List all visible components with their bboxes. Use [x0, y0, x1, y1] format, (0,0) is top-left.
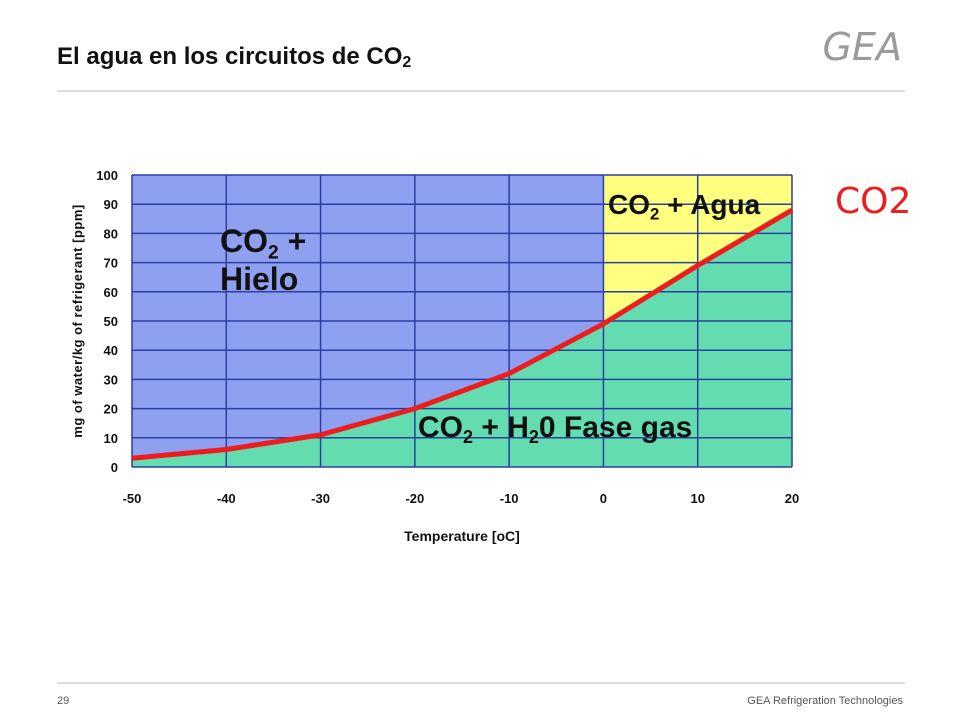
x-axis-label: Temperature [oC]	[404, 528, 520, 544]
y-tick-label: 20	[104, 402, 118, 417]
title-text: El agua en los circuitos de CO	[57, 43, 402, 70]
y-tick-label: 90	[104, 197, 118, 212]
series-label: CO2	[835, 181, 911, 222]
page-number: 29	[57, 695, 69, 707]
footer-company: GEA Refrigeration Technologies	[747, 695, 903, 707]
label-text: Hielo	[220, 261, 298, 297]
x-tick-label: -40	[217, 491, 236, 506]
region-label: CO2 + Agua	[608, 189, 761, 224]
y-tick-label: 0	[111, 460, 118, 475]
label-text: CO	[418, 411, 463, 444]
y-axis-label: mg of water/kg of refrigerant [ppm]	[70, 204, 85, 437]
x-tick-label: -30	[311, 491, 330, 506]
title-subscript: 2	[402, 54, 411, 71]
label-text: +	[279, 223, 307, 259]
label-text: + Agua	[659, 189, 760, 220]
x-tick-label: -50	[123, 491, 142, 506]
label-text: 0 Fase gas	[539, 411, 692, 444]
y-tick-label: 100	[96, 168, 118, 183]
y-tick-label: 70	[104, 256, 118, 271]
label-text: + H	[473, 411, 529, 444]
x-tick-label: -20	[405, 491, 424, 506]
data-line	[131, 207, 794, 461]
y-tick-label: 60	[104, 285, 118, 300]
label-text: CO	[220, 223, 268, 259]
gas-region	[132, 210, 792, 468]
x-tick-label: 0	[600, 491, 607, 506]
x-tick-label: 20	[785, 491, 799, 506]
slide-title: El agua en los circuitos de CO2	[57, 43, 411, 71]
label-subscript: 2	[529, 427, 539, 447]
label-subscript: 2	[268, 242, 279, 263]
y-tick-label: 80	[104, 226, 118, 241]
x-tick-label: 10	[690, 491, 704, 506]
region-label: CO2 +	[220, 223, 306, 263]
logo: GEA	[823, 25, 902, 69]
chart: 0 10 20 30 40 50 60 70 80 90 100 -50 -40 -30 -20 -10 0 10…	[70, 168, 911, 544]
y-tick-label: 10	[104, 431, 118, 446]
region-label: CO2 + H20 Fase gas	[418, 411, 692, 447]
region-label: Hielo	[220, 261, 298, 297]
y-tick-label: 40	[104, 343, 118, 358]
label-text: CO	[608, 189, 650, 220]
y-tick-label: 50	[104, 314, 118, 329]
y-tick-label: 30	[104, 372, 118, 387]
x-tick-label: -10	[500, 491, 519, 506]
label-subscript: 2	[463, 427, 473, 447]
label-subscript: 2	[650, 205, 659, 224]
